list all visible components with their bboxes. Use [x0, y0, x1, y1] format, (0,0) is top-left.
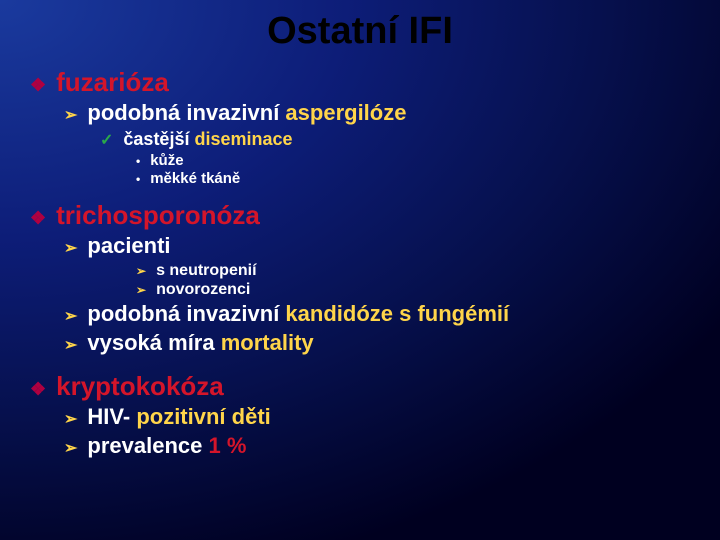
text-hl: 1 %	[208, 433, 246, 458]
item-novorozenci: ➢ novorozenci	[136, 281, 690, 299]
diamond-icon: ❖	[30, 205, 46, 231]
arrow-icon: ➢	[64, 105, 77, 127]
check-icon: ✓	[100, 132, 113, 150]
arrow-icon: ➢	[64, 238, 77, 260]
item-hiv-deti: ➢ HIV- pozitivní děti	[64, 404, 690, 431]
heading-fuzarioza: fuzarióza	[56, 67, 169, 98]
item-kuze: • kůže	[136, 152, 690, 169]
text-hl: mortality	[221, 330, 314, 355]
arrow-icon: ➢	[64, 409, 77, 431]
arrow-icon: ➢	[64, 438, 77, 460]
text-hl: kandidóze s fungémií	[285, 301, 509, 326]
text-pre: častější	[123, 129, 194, 149]
section-trichosporonoza: ❖ trichosporonóza	[30, 200, 690, 231]
heading-trichosporonoza: trichosporonóza	[56, 200, 260, 231]
text-pre: vysoká míra	[87, 330, 220, 355]
text: pacienti	[87, 233, 170, 259]
item-podobna-kandidoze: ➢ podobná invazivní kandidóze s fungémií	[64, 301, 690, 328]
text-pre: podobná invazivní	[87, 100, 285, 125]
item-mortality: ➢ vysoká míra mortality	[64, 330, 690, 357]
arrow-icon: ➢	[64, 306, 77, 328]
item-mekke-tkane: • měkké tkáně	[136, 170, 690, 187]
dot-icon: •	[136, 154, 140, 169]
text-hl: aspergilóze	[285, 100, 406, 125]
text: měkké tkáně	[150, 170, 240, 187]
item-castejsi-diseminace: ✓ častější diseminace	[100, 129, 690, 150]
text-pre: HIV-	[87, 404, 136, 429]
diamond-icon: ❖	[30, 376, 46, 402]
heading-kryptokokoza: kryptokokóza	[56, 371, 224, 402]
text-hl: pozitivní děti	[136, 404, 270, 429]
text: s neutropenií	[156, 262, 256, 280]
dot-icon: •	[136, 172, 140, 187]
text: kůže	[150, 152, 183, 169]
text-pre: podobná invazivní	[87, 301, 285, 326]
slide-title: Ostatní IFI	[30, 10, 690, 53]
item-neutropenii: ➢ s neutropenií	[136, 262, 690, 280]
text: novorozenci	[156, 281, 250, 299]
item-pacienti: ➢ pacienti	[64, 233, 690, 260]
section-kryptokokoza: ❖ kryptokokóza	[30, 371, 690, 402]
diamond-icon: ❖	[30, 72, 46, 98]
arrow-icon: ➢	[136, 282, 146, 298]
item-podobna-aspergiloze: ➢ podobná invazivní aspergilóze	[64, 100, 690, 127]
slide: Ostatní IFI ❖ fuzarióza ➢ podobná invazi…	[0, 0, 720, 540]
arrow-icon: ➢	[136, 263, 146, 279]
arrow-icon: ➢	[64, 335, 77, 357]
item-prevalence: ➢ prevalence 1 %	[64, 433, 690, 460]
text-hl: diseminace	[194, 129, 292, 149]
text-pre: prevalence	[87, 433, 208, 458]
section-fuzarioza: ❖ fuzarióza	[30, 67, 690, 98]
